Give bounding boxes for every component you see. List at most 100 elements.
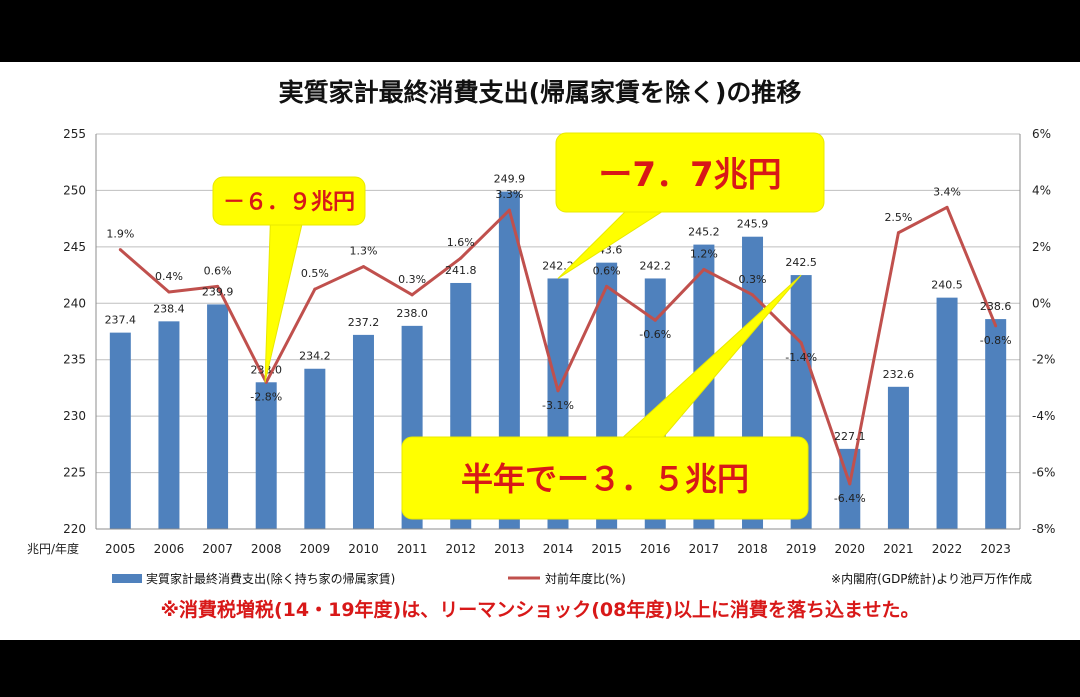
yoy-point-2015 [605,284,609,288]
yoy-point-2016 [653,318,657,322]
callout-box [555,132,825,213]
bar-2006 [158,321,180,529]
yoy-value-label: -0.8% [980,334,1012,347]
y-left-tick-label: 230 [63,409,86,423]
x-tick-label: 2023 [980,542,1011,556]
bar-2008 [255,382,277,529]
axes-layer: 220 225 230 235 240 245 250 255 -8% -6% -4% -2% 0% 2%… [27,127,1055,556]
yoy-value-label: 0.3% [739,273,767,286]
yoy-value-label: 0.4% [155,270,183,283]
yoy-value-label: 3.4% [933,185,961,198]
callout-text: 半年でー３．５兆円 [461,460,749,498]
bar-value-label: 245.2 [688,226,720,239]
bar-2021 [887,386,909,529]
x-tick-label: 2016 [640,542,671,556]
bar-2005 [109,332,131,529]
bar-value-label: 234.2 [299,350,331,363]
callout-box [212,176,366,226]
legend-label-line: 対前年度比(%) [545,571,626,586]
bar-value-label: 242.2 [542,259,574,272]
yoy-point-2022 [945,205,949,209]
chart-svg: 実質家計最終消費支出(帰属家賃を除く)の推移 237.4 238.4 239.9 23… [27,78,1055,621]
x-tick-label: 2007 [202,542,233,556]
x-tick-label: 2020 [835,542,866,556]
yoy-point-2005 [118,248,122,252]
yoy-point-2020 [848,482,852,486]
y-right-tick-label: 0% [1032,296,1051,310]
yoy-point-2007 [216,284,220,288]
yoy-point-2013 [507,208,511,212]
bar-value-label: 241.8 [445,264,477,277]
yoy-point-2023 [994,324,998,328]
x-tick-label: 2022 [932,542,963,556]
bar-value-label: 237.2 [348,316,380,329]
bar-value-label: 245.9 [737,218,769,231]
yoy-value-label: -1.4% [785,351,817,364]
yoy-point-2021 [896,231,900,235]
yoy-point-2010 [361,265,365,269]
x-tick-label: 2009 [300,542,331,556]
y-left-tick-label: 245 [63,240,86,254]
y-right-tick-label: 6% [1032,127,1051,141]
yoy-point-2017 [702,267,706,271]
bar-value-label: 232.6 [883,368,915,381]
y-left-tick-label: 220 [63,522,86,536]
bar-2022 [936,297,958,529]
chart-panel: 実質家計最終消費支出(帰属家賃を除く)の推移 237.4 238.4 239.9 23… [0,62,1080,640]
source-note: ※内閣府(GDP統計)より池戸万作作成 [831,571,1032,586]
legend: 実質家計最終消費支出(除く持ち家の帰属家賃) 対前年度比(%) ※内閣府(GDP… [112,571,1032,586]
bar-value-label: 238.0 [396,307,428,320]
x-tick-label: 2021 [883,542,914,556]
yoy-value-label: 1.2% [690,247,718,260]
callout-text: －６．９兆円 [223,190,355,215]
yoy-point-2011 [410,293,414,297]
yoy-point-2018 [751,293,755,297]
x-tick-label: 2010 [348,542,379,556]
legend-label-bar: 実質家計最終消費支出(除く持ち家の帰属家賃) [146,571,395,586]
bar-value-label: 239.9 [202,285,234,298]
legend-swatch-bar [112,574,142,583]
y-left-tick-label: 235 [63,353,86,367]
y-right-tick-label: -2% [1032,353,1055,367]
line-layer [118,205,998,486]
bar-value-label: 242.5 [785,256,817,269]
y-right-tick-label: -8% [1032,522,1055,536]
x-tick-label: 2006 [154,542,185,556]
x-tick-label: 2015 [591,542,622,556]
x-tick-label: 2019 [786,542,817,556]
yoy-point-2014 [556,389,560,393]
chart-title: 実質家計最終消費支出(帰属家賃を除く)の推移 [279,78,802,107]
yoy-value-label: 1.6% [447,236,475,249]
yoy-value-label: -3.1% [542,399,574,412]
bar-2010 [352,334,374,529]
bar-value-label: 240.5 [931,279,963,292]
x-tick-label: 2017 [689,542,720,556]
yoy-value-label: 1.9% [106,228,134,241]
x-tick-label: 2012 [445,542,476,556]
y-left-tick-label: 240 [63,296,86,310]
labels-layer: 237.4238.4239.9233.0234.2237.2238.0241.8… [105,173,1012,505]
yoy-value-label: 2.5% [884,211,912,224]
x-tick-label: 2008 [251,542,282,556]
y-right-tick-label: 2% [1032,240,1051,254]
yoy-value-label: 1.3% [349,245,377,258]
x-tick-label: 2005 [105,542,136,556]
y-left-tick-label: 225 [63,466,86,480]
yoy-value-label: 0.6% [204,264,232,277]
yoy-value-label: 3.3% [495,188,523,201]
footnote: ※消費税増税(14・19年度)は、リーマンショック(08年度)以上に消費を落ち込… [161,598,920,621]
bar-2007 [207,304,229,529]
yoy-value-label: 0.6% [593,264,621,277]
y-right-tick-label: -6% [1032,466,1055,480]
yoy-point-2012 [459,256,463,260]
x-tick-label: 2011 [397,542,428,556]
yoy-point-2019 [799,341,803,345]
y-left-tick-label: 250 [63,183,86,197]
yoy-value-label: -6.4% [834,492,866,505]
x-tick-label: 2014 [543,542,574,556]
y-right-tick-label: 4% [1032,183,1051,197]
yoy-value-label: -2.8% [250,390,282,403]
callout-box [401,436,809,520]
bar-2009 [304,368,326,529]
